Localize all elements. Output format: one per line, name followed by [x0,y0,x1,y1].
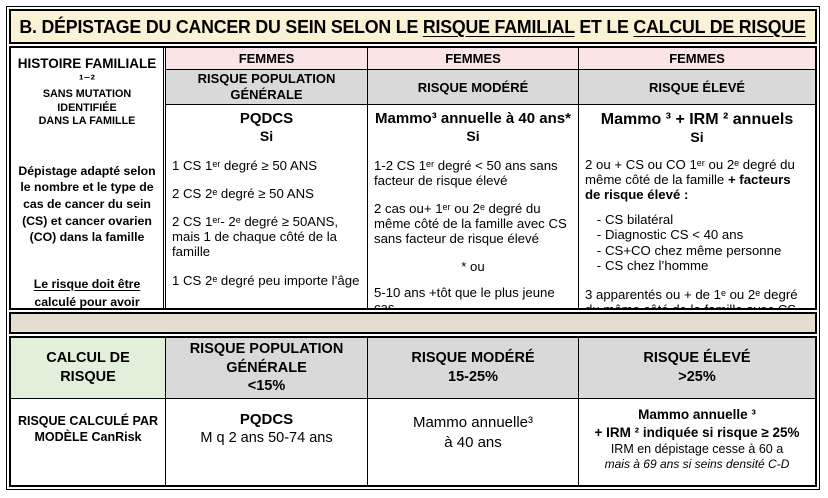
population-label-line2: GÉNÉRALE [226,359,307,376]
title-underlined-calcul-de-risque: CALCUL DE RISQUE [633,15,807,37]
eleve-label: RISQUE ÉLEVÉ [643,350,751,367]
facteurs-list: - CS bilatéral - Diagnostic CS < 40 ans -C… [585,212,809,274]
canrisk-label-line2: MODÈLE CanRisk [34,430,142,445]
mammo-irm-heading: Mammo ³ + IRM ² annuels [600,111,794,128]
document-frame: B. DÉPISTAGE DU CANCER DU SEIN SELON LE … [6,6,820,490]
cell-calcul-de-risque: CALCUL DE RISQUE [11,338,166,399]
population-threshold: <15% [247,378,286,395]
trois-apparentes-note: 3 apparentés ou + de 1ᵉ ou 2ᵉ degré du m… [585,286,798,308]
header-femmes-modere: FEMMES [368,48,579,70]
list-item: - CS+CO chez même personne [585,243,809,259]
sans-mutation-line2: DANS LA FAMILLE [38,115,136,128]
calcul-label-line2: RISQUE [60,369,116,385]
pqdcs-criterion: 1 CS 2ᵉ degré peu importe l’âge [172,272,360,288]
divider-strip [9,312,817,334]
header-risque-modere: RISQUE MODÉRÉ [368,70,579,105]
femmes-label: FEMMES [238,51,295,66]
risque-calcule-note: Le risque doit être calculé pour avoir l… [33,276,141,308]
dash-marker: - [596,211,602,227]
femmes-label: FEMMES [669,51,725,66]
depistage-adapte-text: Dépistage adapté selon le nombre et le t… [18,163,156,245]
modere-criterion: 1-2 CS 1ᵉʳ degré < 50 ans sans facteur d… [374,157,558,188]
cell-mammo-annuelle-40: Mammo annuelle³ à 40 ans [368,399,579,485]
risque-eleve-label: RISQUE ÉLEVÉ [648,79,746,95]
list-item-text: Diagnostic CS < 40 ans [605,227,744,243]
cell-pqdcs-schedule: PQDCS M q 2 ans 50-74 ans [166,399,368,485]
risque-modere-label: RISQUE MODÉRÉ [417,79,529,95]
page-title: B. DÉPISTAGE DU CANCER DU SEIN SELON LE … [20,16,806,38]
title-underlined-risque-familial: RISQUE FAMILIAL [423,15,576,37]
header-risque-eleve: RISQUE ÉLEVÉ [579,70,815,105]
list-item-text: CS+CO chez même personne [605,242,782,258]
sans-mutation-line1: SANS MUTATION IDENTIFIÉE [42,88,132,114]
criterion-text: 2 ou + CS ou CO 1ᵉʳ ou 2ᵉ degré du même … [585,156,795,188]
dash-marker: - [596,242,602,258]
dash-marker: - [596,258,602,274]
list-item: - CS chez l’homme [585,258,809,274]
dash-marker: - [596,227,602,243]
mammo-annuelle-heading: Mammo³ annuelle à 40 ans* [375,110,571,127]
pqdcs-label: PQDCS [239,411,294,428]
irm-cesse-note: IRM en dépistage cesse à 60 a [610,442,784,457]
cell-histoire-familiale: HISTOIRE FAMILIALE ¹⁻² SANS MUTATION IDE… [11,48,166,308]
mammo-line2: à 40 ans [444,433,502,451]
histoire-familiale-heading: HISTOIRE FAMILIALE ¹⁻² [17,56,157,88]
star-ou-note: * ou [461,258,485,274]
header-risque-population-generale: RISQUE POPULATION GÉNÉRALE [166,70,368,105]
list-item-text: CS bilatéral [605,211,674,227]
si-label: Si [259,128,274,144]
cell-risque-eleve-criteria: Mammo ³ + IRM ² annuels Si 2 ou + CS ou … [579,105,815,308]
densite-note-italic: mais à 69 ans si seins densité C-D [604,457,790,472]
pqdcs-criterion: 2 CS 2ᵉ degré ≥ 50 ANS [172,185,314,201]
list-item-text: CS chez l’homme [605,258,709,274]
eleve-criterion: 2 ou + CS ou CO 1ᵉʳ ou 2ᵉ degré du même … [585,157,809,203]
pqdcs-criterion: 2 CS 1ᵉʳ- 2ᵉ degré ≥ 50ANS, mais 1 de ch… [172,214,339,260]
mammo-irm-line2: + IRM ² indiquée si risque ≥ 25% [594,424,800,440]
cell-risque-population-15: RISQUE POPULATION GÉNÉRALE <15% [166,338,368,399]
pqdcs-criterion: 1 CS 1ᵉʳ degré ≥ 50 ANS [172,157,318,173]
pqdcs-frequency: M q 2 ans 50-74 ans [200,430,333,446]
risque-population-label: RISQUE POPULATION GÉNÉRALE [197,70,336,102]
mammo-irm-line1: Mammo annuelle ³ [638,407,756,422]
cinq-dix-ans-note: 5-10 ans +tôt que le plus jeune cas [374,284,555,308]
eleve-threshold: >25% [678,369,716,385]
calcul-label-line1: CALCUL DE [46,350,130,367]
canrisk-label-line1: RISQUE CALCULÉ PAR [17,414,159,428]
cell-risque-modere-criteria: Mammo³ annuelle à 40 ans* Si 1-2 CS 1ᵉʳ … [368,105,579,308]
list-item: - CS bilatéral [585,212,809,228]
header-femmes-eleve: FEMMES [579,48,815,70]
modere-criterion: 2 cas ou+ 1ᵉʳ ou 2ᵉ degré du même côté d… [374,201,567,247]
header-femmes-population: FEMMES [166,48,368,70]
mammo-line1: Mammo annuelle³ [412,414,534,431]
si-label: Si [466,128,480,144]
si-label: Si [690,129,704,146]
title-text-2: ET LE [575,15,634,37]
femmes-label: FEMMES [445,51,501,66]
title-bar: B. DÉPISTAGE DU CANCER DU SEIN SELON LE … [9,9,817,44]
pqdcs-heading: PQDCS [239,110,294,127]
modere-label: RISQUE MODÉRÉ [411,350,535,367]
cell-risque-eleve-25: RISQUE ÉLEVÉ >25% [579,338,815,399]
facteurs-risque-eleve-bold: + facteurs de risque élevé : [585,172,791,203]
cell-pqdcs-criteria: PQDCS Si 1 CS 1ᵉʳ degré ≥ 50 ANS 2 CS 2ᵉ… [166,105,368,308]
cell-modele-canrisk: RISQUE CALCULÉ PAR MODÈLE CanRisk [11,399,166,485]
modere-range: 15-25% [448,369,498,385]
cell-mammo-irm-eleve: Mammo annuelle ³ + IRM ² indiquée si ris… [579,399,815,485]
list-item: - Diagnostic CS < 40 ans [585,227,809,243]
cell-risque-modere-15-25: RISQUE MODÉRÉ 15-25% [368,338,579,399]
population-label-line1: RISQUE POPULATION [189,340,344,357]
risk-calculation-table: CALCUL DE RISQUE RISQUE POPULATION GÉNÉR… [9,336,817,487]
title-text-1: B. DÉPISTAGE DU CANCER DU SEIN SELON LE [19,15,424,37]
family-history-table: HISTOIRE FAMILIALE ¹⁻² SANS MUTATION IDE… [9,46,817,310]
